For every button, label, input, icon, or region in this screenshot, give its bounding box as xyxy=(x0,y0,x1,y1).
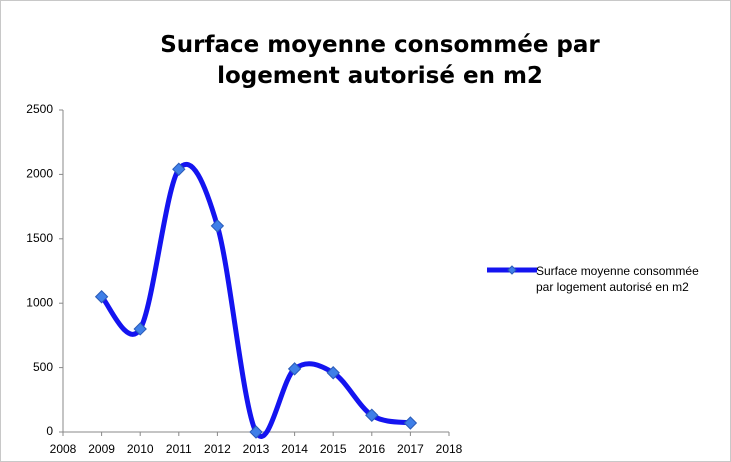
marker xyxy=(249,425,263,439)
y-tick-label: 1500 xyxy=(26,231,53,245)
legend-marker xyxy=(507,265,517,275)
marker xyxy=(94,290,109,304)
y-tick-label: 2000 xyxy=(26,167,53,181)
series-line xyxy=(99,161,411,439)
marker xyxy=(172,162,186,176)
y-tick-label: 500 xyxy=(33,360,53,374)
x-tick-label: 2010 xyxy=(127,442,154,456)
y-tick-label: 1000 xyxy=(26,295,53,309)
marker xyxy=(287,362,302,376)
x-tick-label: 2016 xyxy=(358,442,385,456)
chart-title: Surface moyenne consommée par logement a… xyxy=(160,32,600,89)
x-tick-label: 2015 xyxy=(320,442,347,456)
y-tick-label: 2500 xyxy=(26,102,53,116)
x-tick-label: 2011 xyxy=(166,442,192,456)
x-tick-label: 2008 xyxy=(50,442,77,456)
x-tick-label: 2009 xyxy=(88,442,115,456)
marker xyxy=(403,416,418,430)
x-tick-label: 2017 xyxy=(397,442,424,456)
x-tick-label: 2013 xyxy=(243,442,270,456)
marker xyxy=(365,408,379,422)
marker xyxy=(210,219,225,233)
x-tick-label: 2014 xyxy=(281,442,308,456)
y-tick-label: 0 xyxy=(46,424,53,438)
legend-label: Surface moyenne consommée par logement a… xyxy=(536,264,699,294)
marker xyxy=(326,366,340,380)
x-tick-label: 2018 xyxy=(436,442,463,456)
x-tick-label: 2012 xyxy=(204,442,231,456)
marker xyxy=(133,322,147,336)
